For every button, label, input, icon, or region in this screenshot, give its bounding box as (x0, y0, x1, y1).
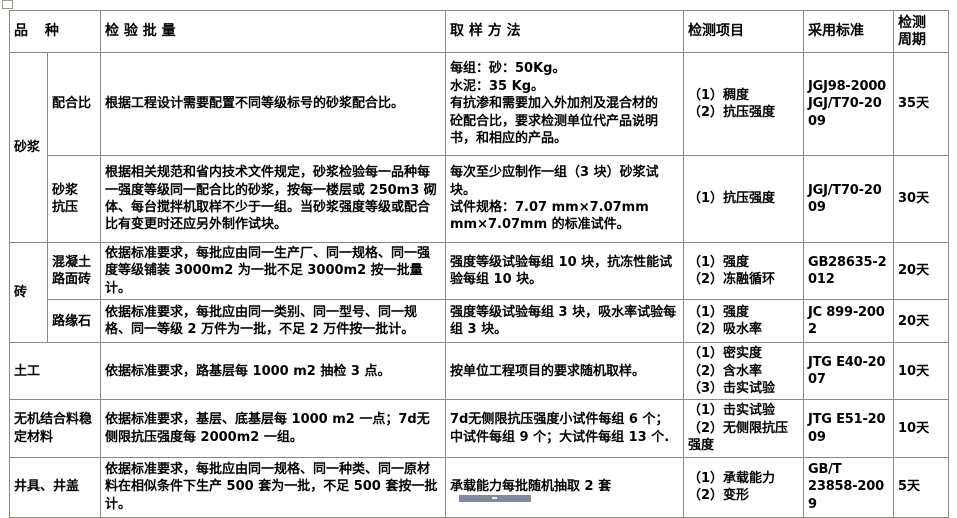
table-row: 砂浆 抗压 根据相关规范和省内技术文件规定，砂浆检验每一品种每一强度等级同一配合… (10, 155, 949, 243)
corner-artifact (2, 0, 13, 9)
standard-line: GB/T (808, 462, 842, 478)
item-line: （2）吸水率 (688, 322, 763, 338)
cell-sample: 7d无侧限抗压强度小试件每组 6 个；中试件每组 9 个；大试件每组 13 个. (445, 399, 684, 458)
cell-kind-group: 砖 (9, 241, 48, 344)
cell-batch: 依据标准要求，每批应由同一类别、同一型号、同一规格、同一等级 2 万件为一批，不… (100, 299, 446, 344)
header-cycle-line2: 周期 (898, 31, 926, 48)
cell-batch: 依据标准要求，每批应由同一规格、同一种类、同一原材料在相似条件下生产 500 套… (100, 456, 446, 518)
cell-kind-sub: 配合比 (47, 52, 101, 156)
cell-cycle: 20天 (893, 299, 949, 344)
item-line: （1）抗压强度 (688, 191, 776, 207)
sample-line: 书，和相应的产品。 (450, 131, 568, 147)
cell-standard: GB28635-2012 (803, 241, 894, 301)
cell-standard: JTG E51-2009 (803, 399, 894, 458)
item-line: （1）稠度 (688, 87, 750, 103)
table-row: 土工 依据标准要求，路基层每 1000 m2 抽检 3 点。 按单位工程项目的要… (9, 342, 949, 401)
cell-item: （1）击实试验（2）无侧限抗压强度 (683, 399, 804, 458)
cell-kind-group: 无机结合料稳定材料 (9, 399, 101, 458)
item-line: （1）强度 (688, 304, 750, 320)
inspection-spec-table: 品 种 检 验 批 量 取 样 方 法 检测项目 采用标准 检测 周期 砂浆 配… (9, 10, 949, 518)
item-line: （2）抗压强度 (688, 105, 776, 120)
cell-standard: JTG E40-2007 (803, 342, 894, 401)
cell-sample: 强度等级试验每组 10 块，抗冻性能试验每组 10 块。 (445, 241, 684, 301)
standard-line: JGJ/T70-2009 (808, 96, 882, 129)
header-batch: 检 验 批 量 (100, 10, 446, 53)
table-row: 井具、井盖 依据标准要求，每批应由同一规格、同一种类、同一原材料在相似条件下生产… (9, 456, 949, 518)
kind-sub-line: 抗压 (52, 200, 79, 215)
standard-line: JTG E40-2007 (808, 354, 886, 388)
sample-line: 砼配合比，要求检测单位代产品说明 (450, 113, 659, 129)
standard-line: JTG E51-2009 (808, 412, 886, 445)
cell-cycle: 35天 (893, 52, 949, 156)
cell-kind-sub: 路缘石 (47, 299, 101, 344)
kind-sub-line: 砂浆 (52, 182, 79, 198)
cell-item: （1）承载能力（2）变形 (683, 456, 804, 518)
cell-batch: 依据标准要求，每批应由同一生产厂、同一规格、同一强度等级铺装 3000m2 为一… (100, 241, 446, 301)
item-line: （1）密实度 (688, 346, 763, 362)
sample-line: 试件规格：7.07 mm×7.07mm (450, 200, 649, 215)
standard-line: JC 899-2002 (808, 304, 885, 338)
standard-line: JGJ98-2000 (808, 78, 887, 94)
cell-cycle: 20天 (893, 241, 949, 301)
cell-batch: 根据工程设计需要配置不同等级标号的砂浆配合比。 (100, 52, 446, 156)
cell-standard: JGJ/T70-2009 (803, 155, 894, 243)
sample-line: mm×7.07mm 的标准试件。 (450, 217, 630, 233)
sample-line: 按单位工程项目的要求随机取样。 (450, 363, 646, 379)
cell-item: （1）稠度 （2）抗压强度 (683, 52, 804, 156)
sample-line: 有抗渗和需要加入外加剂及混合材的 (450, 96, 659, 112)
cell-kind-sub: 混凝土 路面砖 (47, 241, 101, 301)
table-row: 路缘石 依据标准要求，每批应由同一类别、同一型号、同一规格、同一等级 2 万件为… (10, 299, 949, 344)
header-item: 检测项目 (683, 10, 804, 53)
header-standard: 采用标准 (803, 10, 894, 53)
cell-kind-group: 土工 (9, 342, 101, 401)
sample-line: 强度等级试验每组 3 块，吸水率试验每组 3 块。 (450, 304, 677, 338)
cell-batch: 根据相关规范和省内技术文件规定，砂浆检验每一品种每一强度等级同一配合比的砂浆，按… (100, 155, 446, 243)
kind-sub-line: 混凝土 (52, 254, 92, 270)
sample-line: 每次至少应制作一组（3 块）砂浆试块。 (450, 165, 659, 198)
cell-cycle: 5天 (893, 456, 949, 518)
standard-line: GB28635-2012 (808, 254, 887, 288)
cell-cycle: 30天 (893, 155, 949, 243)
item-line: （2）冻融循环 (688, 272, 776, 288)
table-row: 砂浆 配合比 根据工程设计需要配置不同等级标号的砂浆配合比。 每组：砂：50Kg… (9, 52, 949, 243)
sample-line: 水泥：35 Kg。 (450, 78, 544, 94)
sample-line: 强度等级试验每组 10 块，抗冻性能试验每组 10 块。 (450, 254, 673, 288)
cell-kind-group: 井具、井盖 (9, 456, 101, 518)
cell-standard: GB/T 23858-2009 (803, 456, 894, 518)
cell-item: （1）密实度 （2）含水率 （3）击实试验 (683, 342, 804, 401)
cell-cycle: 10天 (893, 342, 949, 401)
cell-sample: 每组：砂：50Kg。 水泥：35 Kg。 有抗渗和需要加入外加剂及混合材的 砼配… (445, 52, 684, 156)
standard-line: JGJ/T70-2009 (808, 182, 882, 215)
cell-batch: 依据标准要求，基层、底基层每 1000 m2 一点；7d无侧限抗压强度每 200… (100, 399, 446, 458)
item-line: （3）击实试验 (688, 381, 776, 397)
header-cycle-line1: 检测 (898, 14, 926, 31)
cell-cycle: 10天 (893, 399, 949, 458)
cell-batch: 依据标准要求，路基层每 1000 m2 抽检 3 点。 (100, 342, 446, 401)
cell-sample: 按单位工程项目的要求随机取样。 (445, 342, 684, 401)
cell-sample: 承载能力每批随机抽取 2 套 (445, 456, 684, 518)
cell-standard: JC 899-2002 (803, 299, 894, 344)
cell-item: （1）强度 （2）冻融循环 (683, 241, 804, 301)
cell-standard: JGJ98-2000 JGJ/T70-2009 (803, 52, 894, 156)
cell-item: （1）强度 （2）吸水率 (683, 299, 804, 344)
kind-sub-line: 路面砖 (52, 272, 92, 288)
window-chrome-artifact (459, 495, 531, 502)
cell-kind-group: 砂浆 (9, 52, 48, 243)
cell-sample: 每次至少应制作一组（3 块）砂浆试块。 试件规格：7.07 mm×7.07mm … (445, 155, 684, 243)
cell-sample: 强度等级试验每组 3 块，吸水率试验每组 3 块。 (445, 299, 684, 344)
header-sample: 取 样 方 法 (445, 10, 684, 53)
item-line: （1）强度 (688, 254, 750, 270)
header-cycle: 检测 周期 (893, 10, 949, 53)
table-header-row: 品 种 检 验 批 量 取 样 方 法 检测项目 采用标准 检测 周期 (9, 10, 949, 53)
cell-item: （1）抗压强度 (683, 155, 804, 243)
standard-line: 23858-2009 (808, 479, 884, 512)
header-kind: 品 种 (9, 10, 101, 53)
table-row: 砖 混凝土 路面砖 依据标准要求，每批应由同一生产厂、同一规格、同一强度等级铺装… (9, 241, 949, 344)
item-line: （2）含水率 (688, 363, 763, 379)
table-row: 无机结合料稳定材料 依据标准要求，基层、底基层每 1000 m2 一点；7d无侧… (9, 399, 949, 458)
sample-line: 每组：砂：50Kg。 (450, 61, 566, 77)
cell-kind-sub: 砂浆 抗压 (47, 155, 101, 243)
